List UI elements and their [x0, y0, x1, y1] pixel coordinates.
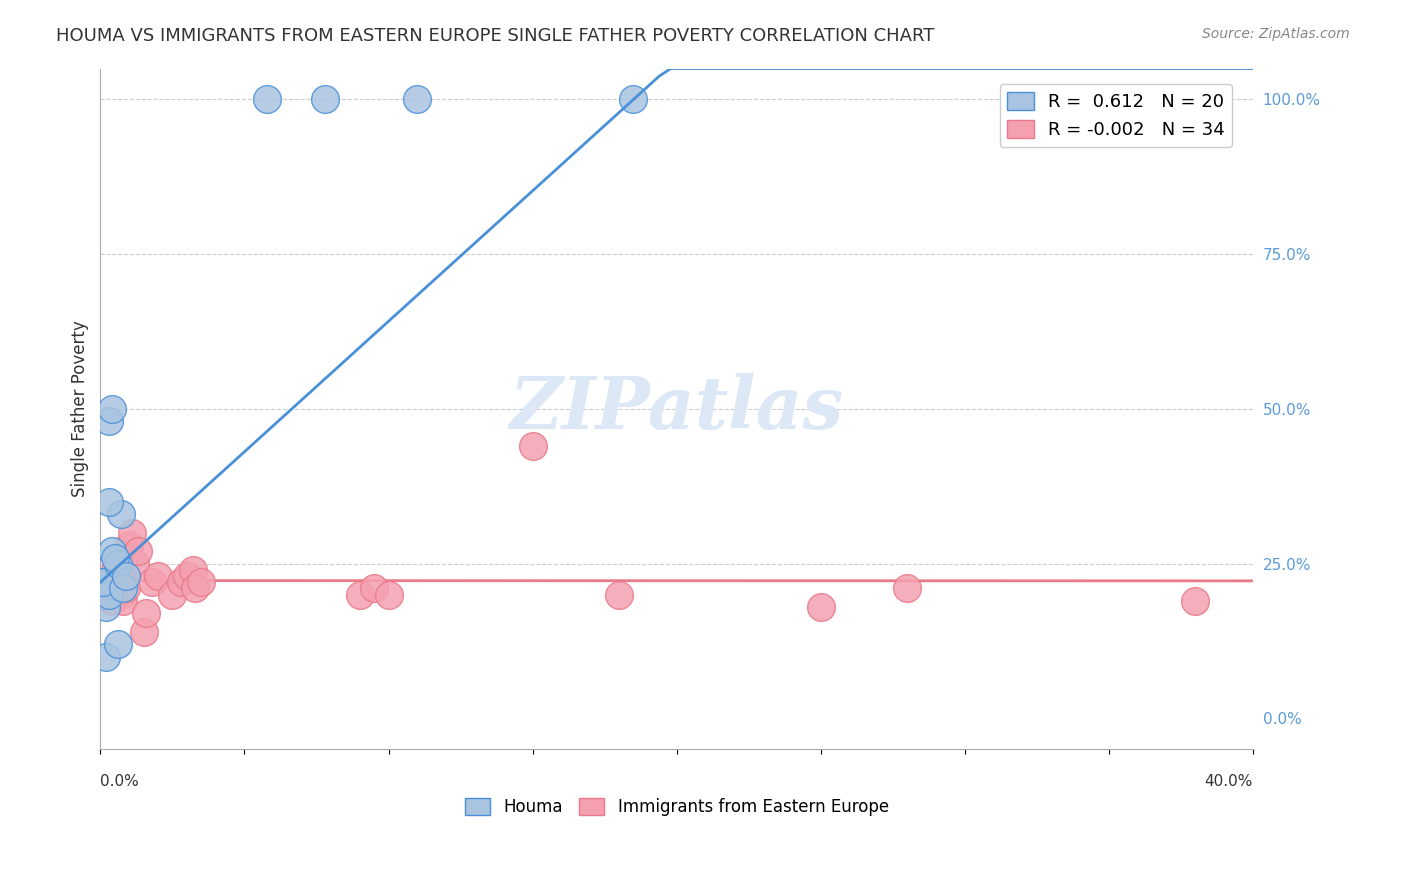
- Point: [98, 588, 121, 602]
- Point: [146, 569, 169, 583]
- Point: [107, 637, 129, 651]
- Point: [135, 606, 157, 620]
- Point: [377, 588, 399, 602]
- Point: [184, 582, 207, 596]
- Point: [349, 588, 371, 602]
- Point: [314, 93, 336, 107]
- Text: HOUMA VS IMMIGRANTS FROM EASTERN EUROPE SINGLE FATHER POVERTY CORRELATION CHART: HOUMA VS IMMIGRANTS FROM EASTERN EUROPE …: [56, 27, 935, 45]
- Point: [170, 575, 193, 590]
- Point: [118, 538, 141, 552]
- Text: 40.0%: 40.0%: [1205, 774, 1253, 789]
- Point: [141, 575, 163, 590]
- Point: [115, 582, 138, 596]
- Point: [98, 414, 121, 428]
- Point: [94, 600, 117, 615]
- Legend: Houma, Immigrants from Eastern Europe: Houma, Immigrants from Eastern Europe: [458, 791, 896, 822]
- Point: [363, 582, 385, 596]
- Point: [98, 588, 121, 602]
- Point: [94, 582, 117, 596]
- Point: [101, 544, 124, 558]
- Point: [101, 575, 124, 590]
- Point: [91, 588, 114, 602]
- Point: [190, 575, 212, 590]
- Point: [107, 557, 129, 571]
- Point: [810, 600, 832, 615]
- Point: [256, 93, 278, 107]
- Point: [91, 575, 114, 590]
- Point: [115, 569, 138, 583]
- Point: [176, 569, 198, 583]
- Point: [110, 507, 132, 521]
- Point: [101, 401, 124, 416]
- Point: [94, 649, 117, 664]
- Point: [623, 93, 645, 107]
- Point: [104, 563, 127, 577]
- Point: [112, 594, 135, 608]
- Text: ZIPatlas: ZIPatlas: [509, 374, 844, 444]
- Point: [91, 588, 114, 602]
- Point: [112, 582, 135, 596]
- Point: [181, 563, 204, 577]
- Point: [98, 495, 121, 509]
- Point: [132, 624, 155, 639]
- Point: [896, 582, 918, 596]
- Text: Source: ZipAtlas.com: Source: ZipAtlas.com: [1202, 27, 1350, 41]
- Point: [607, 588, 630, 602]
- Point: [101, 594, 124, 608]
- Point: [91, 575, 114, 590]
- Text: 0.0%: 0.0%: [100, 774, 139, 789]
- Point: [406, 93, 429, 107]
- Point: [522, 439, 544, 453]
- Point: [127, 544, 149, 558]
- Point: [121, 525, 143, 540]
- Point: [110, 588, 132, 602]
- Point: [107, 557, 129, 571]
- Point: [162, 588, 184, 602]
- Point: [1184, 594, 1206, 608]
- Point: [104, 550, 127, 565]
- Y-axis label: Single Father Poverty: Single Father Poverty: [72, 320, 89, 498]
- Point: [98, 575, 121, 590]
- Point: [124, 557, 146, 571]
- Point: [107, 569, 129, 583]
